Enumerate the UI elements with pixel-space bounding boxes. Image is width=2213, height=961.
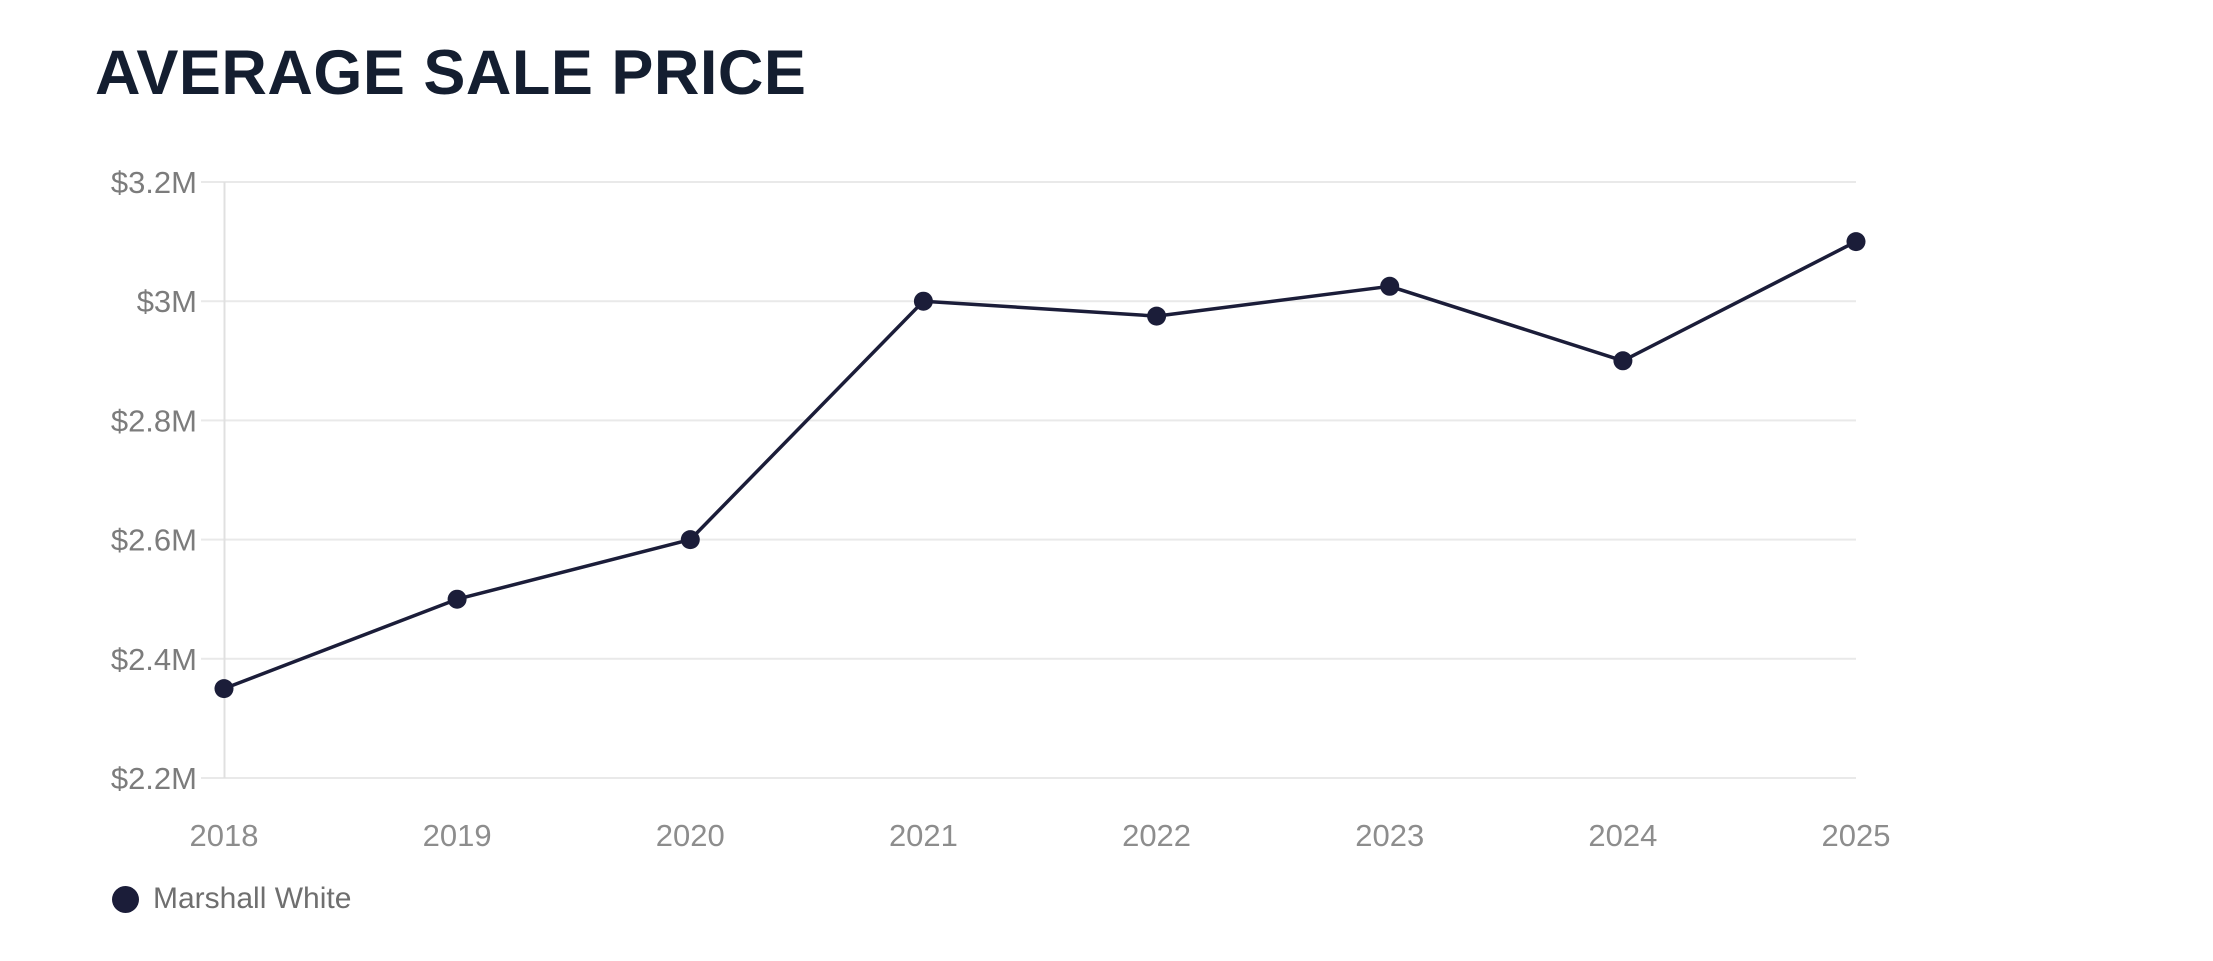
data-point: [1613, 351, 1633, 371]
y-axis-tick-label: $2.2M: [111, 761, 197, 796]
data-point: [913, 291, 933, 311]
y-axis-tick-label: $2.8M: [111, 403, 197, 438]
x-axis-tick-label: 2018: [190, 818, 259, 853]
x-axis-tick-label: 2021: [889, 818, 958, 853]
data-point: [214, 679, 234, 699]
x-axis-tick-label: 2025: [1822, 818, 1891, 853]
legend: Marshall White: [112, 884, 351, 914]
legend-marker-dot: [112, 885, 139, 913]
y-axis-tick-label: $3.2M: [111, 165, 197, 200]
x-axis-tick-label: 2020: [656, 818, 725, 853]
y-axis-tick-label: $2.4M: [111, 642, 197, 677]
x-axis-tick-label: 2024: [1588, 818, 1657, 853]
data-point: [1147, 306, 1167, 326]
y-axis-tick-label: $2.6M: [111, 523, 197, 558]
data-point: [447, 589, 467, 609]
data-point: [1846, 232, 1866, 252]
series-line: [222, 239, 1858, 691]
legend-label: Marshall White: [153, 882, 352, 915]
y-axis-tick-label: $3M: [137, 284, 197, 319]
x-axis-tick-label: 2023: [1355, 818, 1424, 853]
x-axis-tick-label: 2022: [1122, 818, 1191, 853]
data-point: [1380, 276, 1400, 296]
chart-title: AVERAGE SALE PRICE: [95, 38, 807, 108]
data-point: [680, 530, 700, 550]
x-axis-tick-label: 2019: [423, 818, 492, 853]
